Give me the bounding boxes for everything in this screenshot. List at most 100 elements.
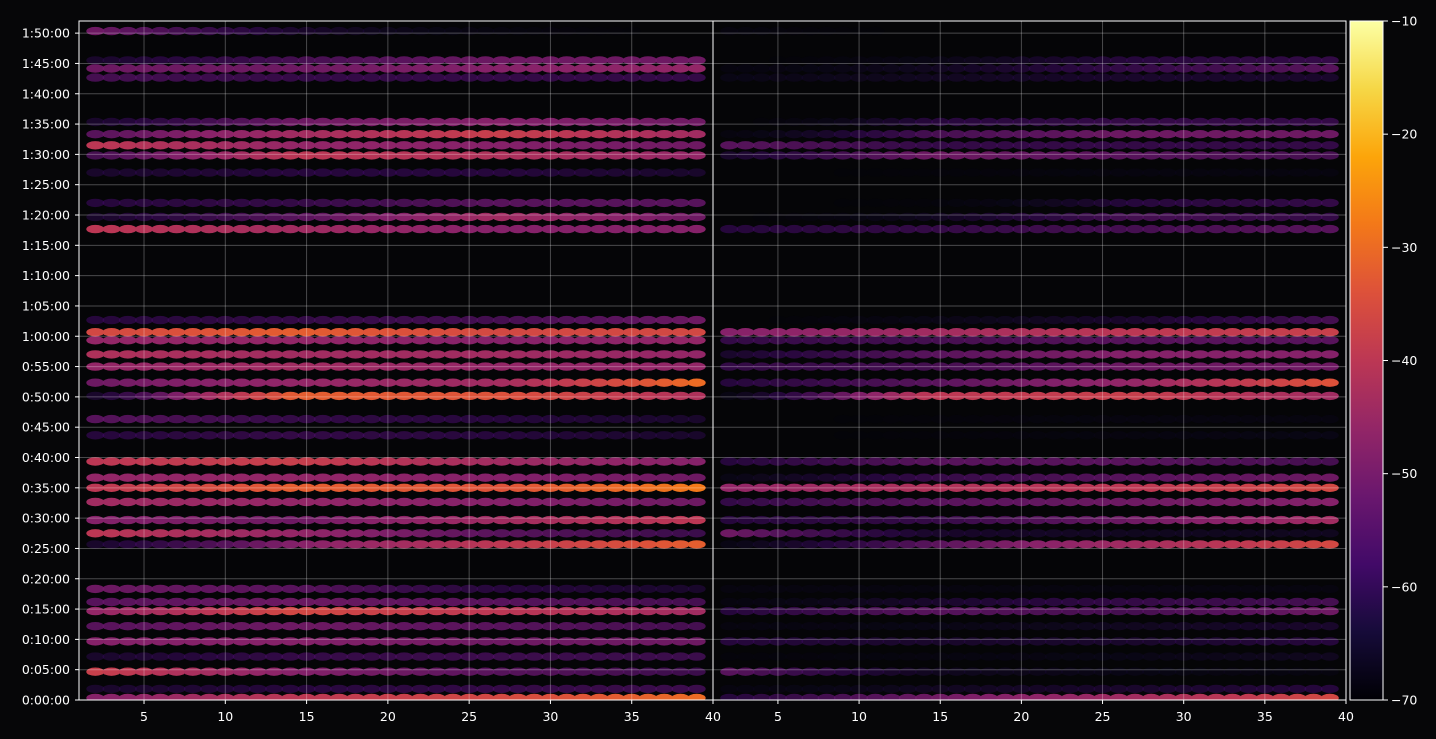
- heat-cell: [801, 212, 820, 222]
- heat-cell: [216, 597, 235, 607]
- heat-cell: [1207, 529, 1226, 538]
- heat-cell: [541, 667, 560, 676]
- heat-cell: [427, 315, 446, 325]
- heat-cell: [557, 141, 576, 150]
- heat-cell: [248, 362, 267, 371]
- heat-cell: [898, 336, 917, 345]
- heat-cell: [1304, 584, 1323, 594]
- heat-cell: [330, 26, 349, 36]
- heat-cell: [1061, 391, 1080, 401]
- heat-cell: [979, 224, 998, 234]
- heat-cell: [427, 584, 446, 594]
- heat-cell: [281, 529, 300, 538]
- heat-cell: [720, 130, 739, 139]
- heat-cell: [427, 130, 446, 139]
- y-tick-label: 1:00:00: [22, 329, 70, 344]
- heat-cell: [1158, 483, 1177, 492]
- heat-cell: [606, 515, 625, 525]
- heat-cell: [151, 198, 170, 208]
- heat-cell: [492, 198, 511, 208]
- heat-cell: [330, 652, 349, 661]
- heat-cell: [265, 130, 284, 139]
- heat-cell: [590, 667, 609, 676]
- heat-cell: [476, 378, 495, 387]
- heat-cell: [1288, 414, 1307, 424]
- heat-cell: [687, 64, 706, 73]
- heat-cell: [655, 198, 674, 208]
- heat-cell: [947, 130, 966, 139]
- heat-cell: [573, 584, 592, 594]
- heat-cell: [1174, 168, 1193, 177]
- heat-cell: [1239, 529, 1258, 538]
- heat-cell: [850, 378, 869, 387]
- heat-cell: [118, 224, 137, 234]
- heat-cell: [752, 637, 771, 646]
- heat-cell: [508, 391, 527, 401]
- heat-cell: [378, 212, 397, 222]
- heat-cell: [996, 168, 1015, 177]
- heat-cell: [590, 431, 609, 440]
- heat-cell: [1174, 350, 1193, 359]
- heat-cell: [525, 515, 544, 525]
- heat-cell: [265, 362, 284, 371]
- heat-cell: [768, 117, 787, 127]
- heat-cell: [378, 198, 397, 208]
- heat-cell: [1207, 606, 1226, 616]
- heat-cell: [915, 414, 933, 424]
- heat-cell: [671, 350, 690, 359]
- heat-cell: [915, 64, 933, 73]
- heat-cell: [752, 473, 771, 482]
- heat-cell: [1158, 622, 1177, 631]
- heat-cell: [1223, 362, 1242, 371]
- heat-cell: [492, 515, 511, 525]
- heat-cell: [427, 378, 446, 387]
- heat-cell: [979, 622, 998, 631]
- heat-cell: [622, 130, 641, 139]
- heat-cell: [1190, 151, 1209, 160]
- heat-cell: [232, 141, 251, 150]
- heat-cell: [768, 529, 787, 538]
- heat-cell: [639, 212, 657, 222]
- heat-cell: [1012, 56, 1031, 65]
- heat-cell: [866, 515, 885, 525]
- heat-cell: [1207, 597, 1226, 607]
- heat-cell: [346, 328, 365, 337]
- heat-cell: [1077, 141, 1096, 150]
- heat-cell: [443, 26, 462, 36]
- heat-cell: [1109, 151, 1128, 160]
- heat-cell: [866, 584, 885, 594]
- heat-cell: [687, 414, 706, 424]
- heat-cell: [1288, 693, 1307, 700]
- heat-cell: [118, 141, 137, 150]
- heat-cell: [492, 350, 511, 359]
- heat-cell: [947, 141, 966, 150]
- heat-cell: [460, 684, 479, 694]
- heat-cell: [1190, 130, 1209, 139]
- heat-cell: [1288, 212, 1307, 222]
- heat-cell: [801, 336, 820, 345]
- heat-cell: [639, 606, 657, 616]
- heat-cell: [947, 497, 966, 507]
- heat-cell: [541, 693, 560, 700]
- heat-cell: [200, 73, 219, 82]
- heat-cell: [183, 693, 202, 700]
- heat-cell: [102, 584, 121, 594]
- heat-cell: [248, 141, 267, 150]
- heat-cell: [476, 198, 495, 208]
- heat-cell: [508, 130, 527, 139]
- heat-cell: [768, 693, 787, 700]
- heat-cell: [606, 378, 625, 387]
- heat-cell: [281, 56, 300, 65]
- heat-cell: [248, 667, 267, 676]
- heat-cell: [492, 56, 511, 65]
- heat-cell: [1093, 597, 1112, 607]
- heat-cell: [476, 693, 495, 700]
- heat-cell: [118, 64, 137, 73]
- heat-cell: [297, 457, 316, 466]
- heat-cell: [102, 515, 121, 525]
- heat-cell: [1320, 693, 1339, 700]
- heat-cell: [362, 597, 381, 607]
- heat-cell: [1126, 606, 1144, 616]
- heat-cell: [590, 652, 609, 661]
- heat-cell: [232, 328, 251, 337]
